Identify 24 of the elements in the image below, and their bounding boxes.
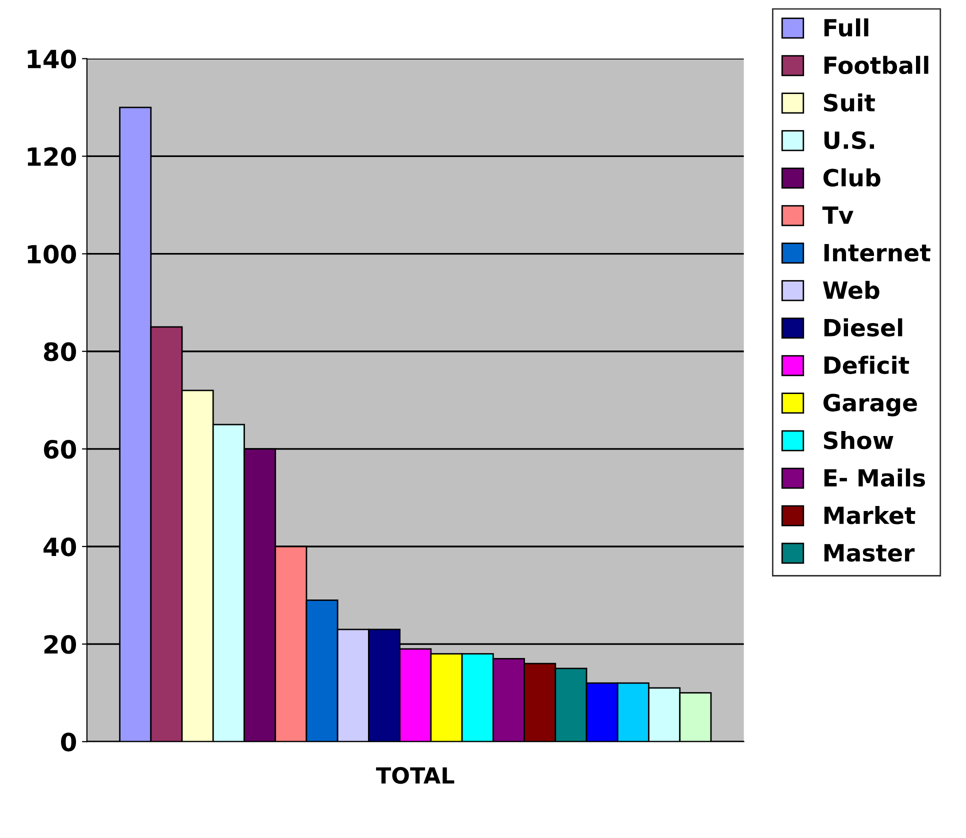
legend-label: Suit	[824, 93, 875, 112]
legend-label: Garage	[823, 394, 917, 416]
y-tick-label: 40	[44, 537, 76, 556]
y-tick-label: 80	[44, 342, 76, 362]
legend-label: U.S.	[824, 131, 874, 150]
legend-label: Internet	[824, 244, 930, 262]
y-tick-label: 60	[44, 440, 76, 459]
legend-label: Market	[824, 506, 916, 524]
legend-label: Web	[822, 280, 880, 300]
legend-label: Club	[823, 168, 880, 187]
y-tick-label: 0	[61, 732, 76, 752]
y-tick-label: 140	[28, 50, 76, 69]
legend-label: Football	[824, 56, 928, 74]
legend-label: Master	[824, 544, 915, 562]
legend-label: Full	[824, 18, 868, 37]
y-tick-label: 20	[44, 635, 76, 654]
legend-label: Tv	[822, 206, 854, 224]
y-tick-label: 100	[28, 244, 76, 264]
x-tick-label: TOTAL	[376, 767, 454, 784]
y-tick-label: 120	[28, 147, 76, 166]
legend-label: Deficit	[824, 356, 910, 374]
legend-label: Diesel	[824, 318, 902, 337]
legend-label: Show	[824, 430, 894, 450]
legend-label: E- Mails	[824, 468, 925, 487]
